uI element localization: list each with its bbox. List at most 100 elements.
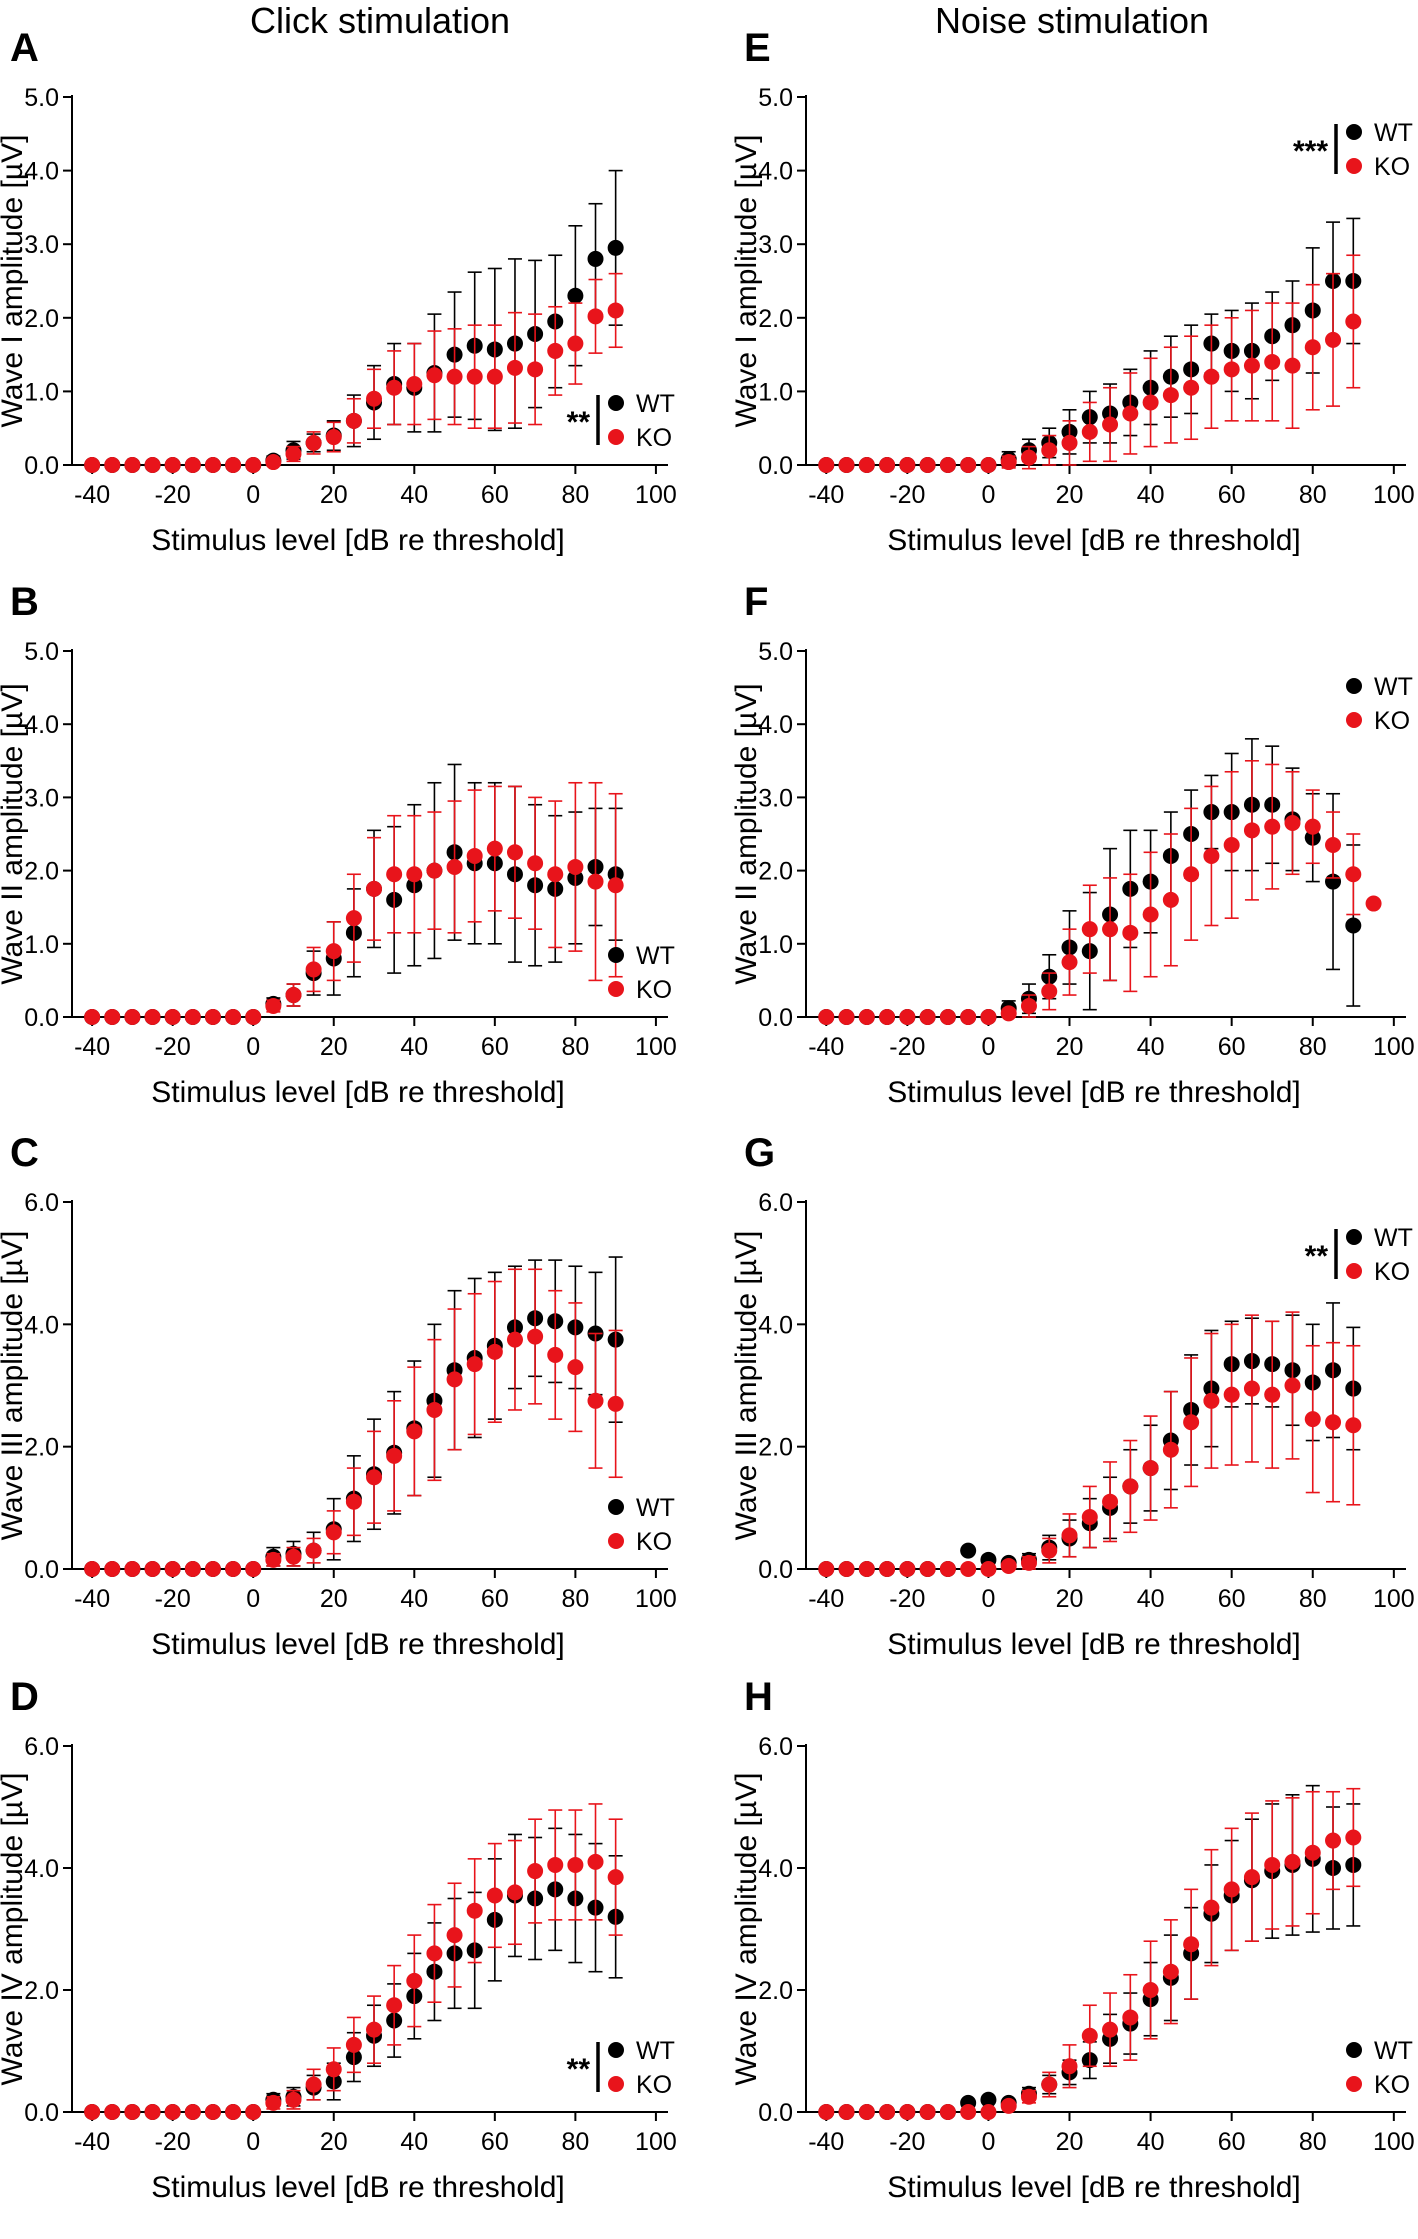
data-point-ko-h <box>1081 2027 1098 2044</box>
x-tick-label-c: -20 <box>155 1585 191 1613</box>
data-point-ko-a <box>285 445 302 462</box>
x-tick-label-c: 60 <box>481 1585 509 1613</box>
data-point-ko-c <box>366 1469 383 1486</box>
data-point-ko-b <box>285 987 302 1004</box>
data-point-ko-c <box>607 1395 624 1412</box>
y-axis-title-b: Wave II amplitude [µV] <box>0 683 29 984</box>
legend-marker-wt-f <box>1346 678 1362 694</box>
x-tick-label-f: 20 <box>1056 1033 1084 1061</box>
x-tick-label-h: -20 <box>889 2128 925 2156</box>
x-tick-label-d: -40 <box>74 2128 110 2156</box>
y-tick-label-h: 0.0 <box>758 2099 793 2127</box>
x-tick-label-f: 60 <box>1218 1033 1246 1061</box>
data-point-ko-c <box>345 1493 362 1510</box>
data-point-ko-g <box>1223 1386 1240 1403</box>
y-axis-title-g: Wave III amplitude [µV] <box>730 1231 763 1541</box>
x-axis-title-f: Stimulus level [dB re threshold] <box>887 1076 1301 1109</box>
x-tick-label-h: -40 <box>808 2128 844 2156</box>
significance-label-a: ** <box>567 406 591 439</box>
x-tick-label-d: 20 <box>320 2128 348 2156</box>
data-point-ko-f <box>980 1009 997 1025</box>
x-tick-label-c: 40 <box>400 1585 428 1613</box>
data-point-ko-g <box>1183 1414 1200 1431</box>
data-point-ko-f <box>858 1009 875 1025</box>
legend-marker-wt-g <box>1346 1229 1362 1245</box>
y-tick-label-b: 5.0 <box>24 638 59 666</box>
data-point-wt-h <box>980 2091 997 2108</box>
data-point-ko-g <box>1304 1411 1321 1428</box>
data-point-ko-g <box>1203 1392 1220 1409</box>
data-point-ko-d <box>305 2076 322 2093</box>
data-point-ko-e <box>1081 423 1098 440</box>
y-tick-label-f: 3.0 <box>758 784 793 812</box>
data-point-ko-d <box>386 1997 403 2014</box>
data-point-ko-e <box>1264 353 1281 370</box>
column-title-click: Click stimulation <box>250 0 510 41</box>
data-point-ko-f <box>1284 815 1301 832</box>
y-tick-label-c: 2.0 <box>24 1434 59 1462</box>
x-tick-label-b: 40 <box>400 1033 428 1061</box>
x-tick-label-h: 40 <box>1137 2128 1165 2156</box>
panel-d: D 0.0 2.0 4.0 6.0 -40 -20 0 20 40 60 80 100 Stimulus … <box>0 1675 677 2204</box>
x-tick-label-f: 40 <box>1137 1033 1165 1061</box>
y-tick-label-e: 2.0 <box>758 305 793 333</box>
y-tick-label-f: 5.0 <box>758 638 793 666</box>
data-point-ko-b <box>567 858 584 875</box>
x-tick-label-e: 40 <box>1137 481 1165 509</box>
data-point-ko-b <box>506 844 523 861</box>
legend-label-wt-b: WT <box>636 942 675 970</box>
data-point-ko-d <box>144 2104 161 2120</box>
data-point-ko-g <box>1162 1441 1179 1458</box>
data-point-ko-c <box>325 1524 342 1541</box>
data-point-ko-h <box>858 2104 875 2120</box>
y-tick-label-e: 1.0 <box>758 378 793 406</box>
x-tick-label-c: -40 <box>74 1585 110 1613</box>
data-point-ko-g <box>1243 1380 1260 1397</box>
data-point-ko-h <box>919 2104 936 2120</box>
y-tick-label-f: 1.0 <box>758 931 793 959</box>
legend-marker-ko-h <box>1346 2076 1362 2092</box>
data-point-ko-g <box>818 1561 835 1577</box>
data-point-ko-e <box>879 457 896 473</box>
data-point-ko-a <box>144 457 161 473</box>
data-point-ko-d <box>164 2104 181 2120</box>
data-point-ko-g <box>1142 1460 1159 1477</box>
x-tick-label-c: 80 <box>561 1585 589 1613</box>
x-axis-title-h: Stimulus level [dB re threshold] <box>887 2171 1301 2204</box>
data-point-ko-g <box>1000 1557 1017 1574</box>
data-point-ko-d <box>124 2104 141 2120</box>
data-point-ko-h <box>1041 2076 1058 2093</box>
panel-letter-g: G <box>744 1131 775 1175</box>
x-tick-label-g: -40 <box>808 1585 844 1613</box>
data-point-ko-c <box>84 1561 101 1577</box>
x-tick-label-g: 20 <box>1056 1585 1084 1613</box>
legend-marker-wt-b <box>608 947 624 963</box>
legend-marker-ko-g <box>1346 1263 1362 1279</box>
y-tick-label-f: 2.0 <box>758 858 793 886</box>
data-point-ko-d <box>325 2061 342 2078</box>
data-point-ko-h <box>899 2104 916 2120</box>
panel-letter-d: D <box>10 1675 39 1719</box>
y-tick-label-b: 1.0 <box>24 931 59 959</box>
panel-letter-f: F <box>744 580 768 624</box>
data-point-ko-d <box>345 2036 362 2053</box>
data-point-ko-f <box>919 1009 936 1025</box>
data-point-ko-h <box>939 2104 956 2120</box>
data-point-ko-g <box>899 1561 916 1577</box>
x-tick-label-c: 100 <box>635 1585 677 1613</box>
data-point-ko-b <box>486 840 503 857</box>
data-point-ko-d <box>225 2104 242 2120</box>
data-point-ko-e <box>1041 442 1058 459</box>
data-point-ko-d <box>506 1884 523 1901</box>
panel-letter-h: H <box>744 1675 773 1719</box>
data-point-ko-f <box>879 1009 896 1025</box>
x-tick-label-f: 0 <box>981 1033 995 1061</box>
data-point-ko-f <box>1203 847 1220 864</box>
data-point-ko-f <box>1122 924 1139 941</box>
data-point-ko-d <box>104 2104 121 2120</box>
data-point-ko-c <box>406 1423 423 1440</box>
data-point-ko-h <box>1020 2088 1037 2105</box>
y-tick-label-h: 4.0 <box>758 1855 793 1883</box>
data-point-ko-f <box>1041 983 1058 1000</box>
panel-a: A 0.0 1.0 2.0 3.0 4.0 5.0 -40 -20 0 20 40 60 80 100 Sti… <box>0 26 677 557</box>
